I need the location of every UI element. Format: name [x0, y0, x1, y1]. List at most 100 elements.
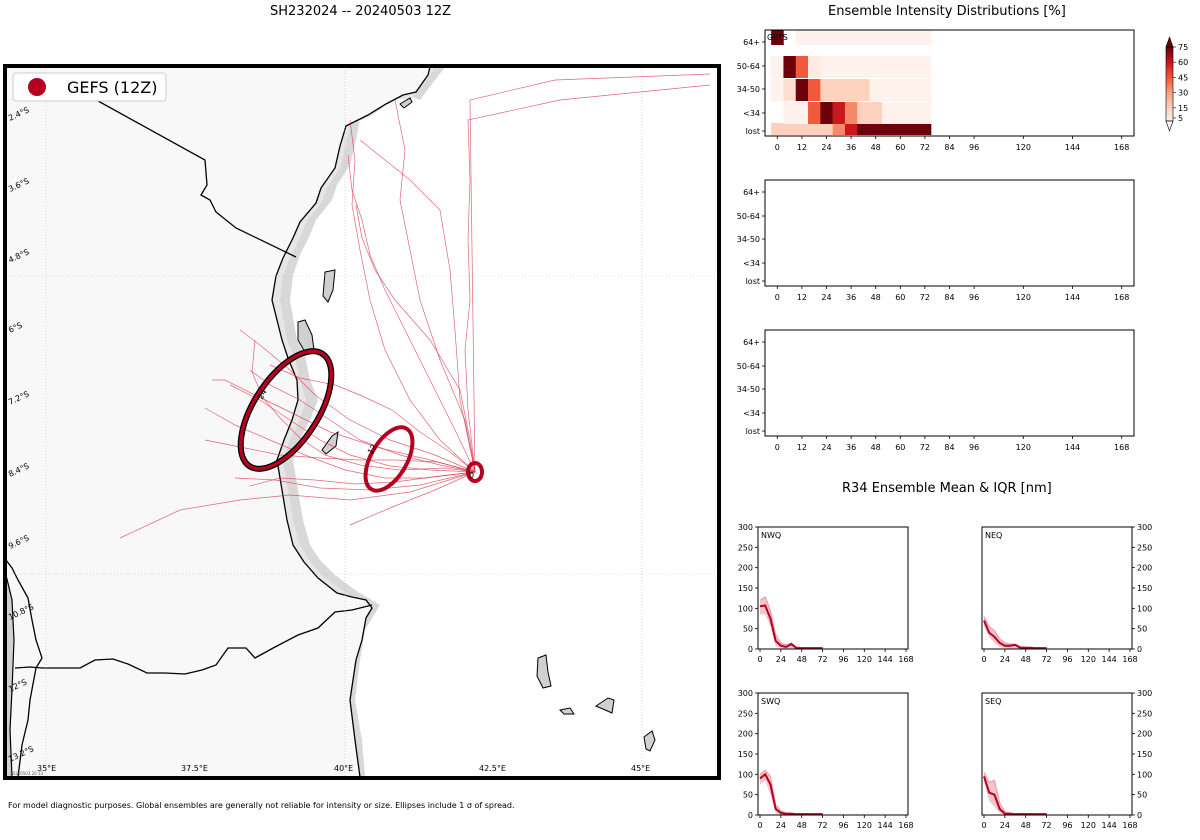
colorbar-segment: [1166, 100, 1173, 103]
lon-label: 45°E: [631, 764, 650, 773]
colorbar-segment: [1166, 87, 1173, 90]
colorbar-segment: [1166, 62, 1173, 64]
footnote: For model diagnostic purposes. Global en…: [8, 801, 515, 810]
colorbar-segment: [1166, 110, 1173, 113]
heatmap-cell: [857, 79, 870, 101]
y-tick-label: 0: [1137, 811, 1142, 820]
colorbar-segment: [1166, 48, 1173, 50]
y-tick-label: 250: [1137, 543, 1152, 552]
heatmap-cell: [918, 102, 932, 124]
x-tick-label: 24: [776, 655, 786, 664]
colorbar-segment: [1166, 103, 1173, 106]
heatmap-cell: [869, 30, 883, 45]
y-tick-label: 200: [1137, 730, 1152, 739]
heatmap-cell: [795, 56, 809, 78]
x-tick-label: 0: [981, 655, 986, 664]
border-malawi: [6, 559, 43, 777]
mainland: [6, 67, 431, 777]
heatmap-cell: [894, 79, 907, 101]
x-tick-label: 84: [944, 443, 954, 452]
heatmap-cell: [857, 102, 870, 124]
x-tick-label: 36: [846, 443, 856, 452]
legend-label: GEFS (12Z): [67, 78, 157, 97]
iqr-band: [984, 772, 1047, 815]
colorbar-tick-label: 75: [1178, 43, 1188, 52]
heatmap-cell: [918, 79, 932, 101]
colorbar-segment: [1166, 104, 1173, 107]
r34-panel-nwq: NWQ 0 50 100 150 200 250 300 0 24 48 72 96 120 144 168: [738, 523, 914, 664]
y-tick-label: 150: [1137, 750, 1152, 759]
colorbar-segment: [1166, 97, 1173, 100]
x-tick-label: 96: [969, 143, 979, 152]
y-tick-label: 300: [738, 689, 753, 698]
x-tick-label: 0: [775, 143, 780, 152]
x-tick-label: 48: [871, 143, 881, 152]
heatmap-cell: [881, 79, 895, 101]
x-tick-label: 120: [857, 821, 872, 830]
heatmap-cell: [894, 30, 907, 45]
heatmap-cell: [918, 123, 932, 135]
colorbar-segment: [1166, 82, 1173, 84]
quadrant-label: NEQ: [985, 531, 1002, 540]
x-tick-label: 24: [1000, 655, 1010, 664]
colorbar-segment: [1166, 105, 1173, 108]
x-tick-label: 120: [1016, 143, 1031, 152]
x-tick-label: 96: [1062, 821, 1072, 830]
mean-line: [759, 604, 823, 650]
heatmap-cell: [795, 123, 809, 135]
y-tick-label: 200: [738, 730, 753, 739]
ellipse-label-0: 0: [469, 471, 474, 480]
y-tick-label: 50-64: [737, 62, 760, 71]
x-tick-label: 144: [1065, 143, 1080, 152]
heatmap-cell: [820, 123, 833, 135]
colorbar-segment: [1166, 94, 1173, 97]
heatmap-cell: [869, 79, 883, 101]
iqr-band: [984, 616, 1047, 649]
y-tick-label: 50: [743, 625, 753, 634]
y-tick-label: lost: [746, 127, 760, 136]
colorbar-segment: [1166, 116, 1173, 119]
x-tick-label: 60: [895, 143, 905, 152]
colorbar-segment: [1166, 57, 1173, 59]
heatmap-cell: [869, 123, 883, 135]
r34-panel-neq: NEQ 0 50 100 150 200 250 300 0 24 48 72 96 120 144 168: [981, 523, 1152, 664]
x-tick-label: 72: [920, 293, 930, 302]
x-tick-label: 72: [920, 143, 930, 152]
x-tick-label: 48: [871, 293, 881, 302]
heatmap-cell: [820, 56, 833, 78]
heatmap-cell: [783, 102, 797, 124]
y-tick-label: 0: [748, 645, 753, 654]
y-tick-label: 150: [738, 750, 753, 759]
ellipse-24h: [238, 349, 334, 471]
colorbar-segment: [1166, 49, 1173, 51]
x-tick-label: 168: [898, 655, 913, 664]
x-tick-label: 0: [775, 293, 780, 302]
colorbar-segment: [1166, 53, 1173, 55]
colorbar-segment: [1166, 98, 1173, 101]
x-tick-label: 48: [871, 443, 881, 452]
heatmap-cell: [808, 123, 821, 135]
colorbar-segment: [1166, 76, 1173, 78]
iqr-band: [760, 596, 823, 649]
y-tick-label: 100: [738, 604, 753, 613]
colorbar-segment: [1166, 60, 1173, 62]
y-tick-label: 200: [1137, 564, 1152, 573]
heatmap-cell: [894, 123, 907, 135]
x-tick-label: 120: [1016, 443, 1031, 452]
colorbar-segment: [1166, 79, 1173, 81]
heatmap-cell: [832, 30, 846, 45]
x-tick-label: 144: [878, 655, 893, 664]
heatmap-cell: [881, 30, 895, 45]
x-tick-label: 0: [981, 821, 986, 830]
colorbar-segment: [1166, 59, 1173, 61]
x-tick-label: 120: [1016, 293, 1031, 302]
x-tick-label: 48: [1021, 821, 1031, 830]
x-tick-label: 120: [1081, 821, 1096, 830]
colorbar-segment: [1166, 86, 1173, 89]
heatmap-cell: [857, 30, 870, 45]
colorbar-tick-label: 5: [1178, 114, 1183, 123]
x-tick-label: 24: [1000, 821, 1010, 830]
colorbar-top-arrow: [1165, 36, 1174, 48]
colorbar-segment: [1166, 101, 1173, 104]
heatmap-cell: [832, 79, 846, 101]
